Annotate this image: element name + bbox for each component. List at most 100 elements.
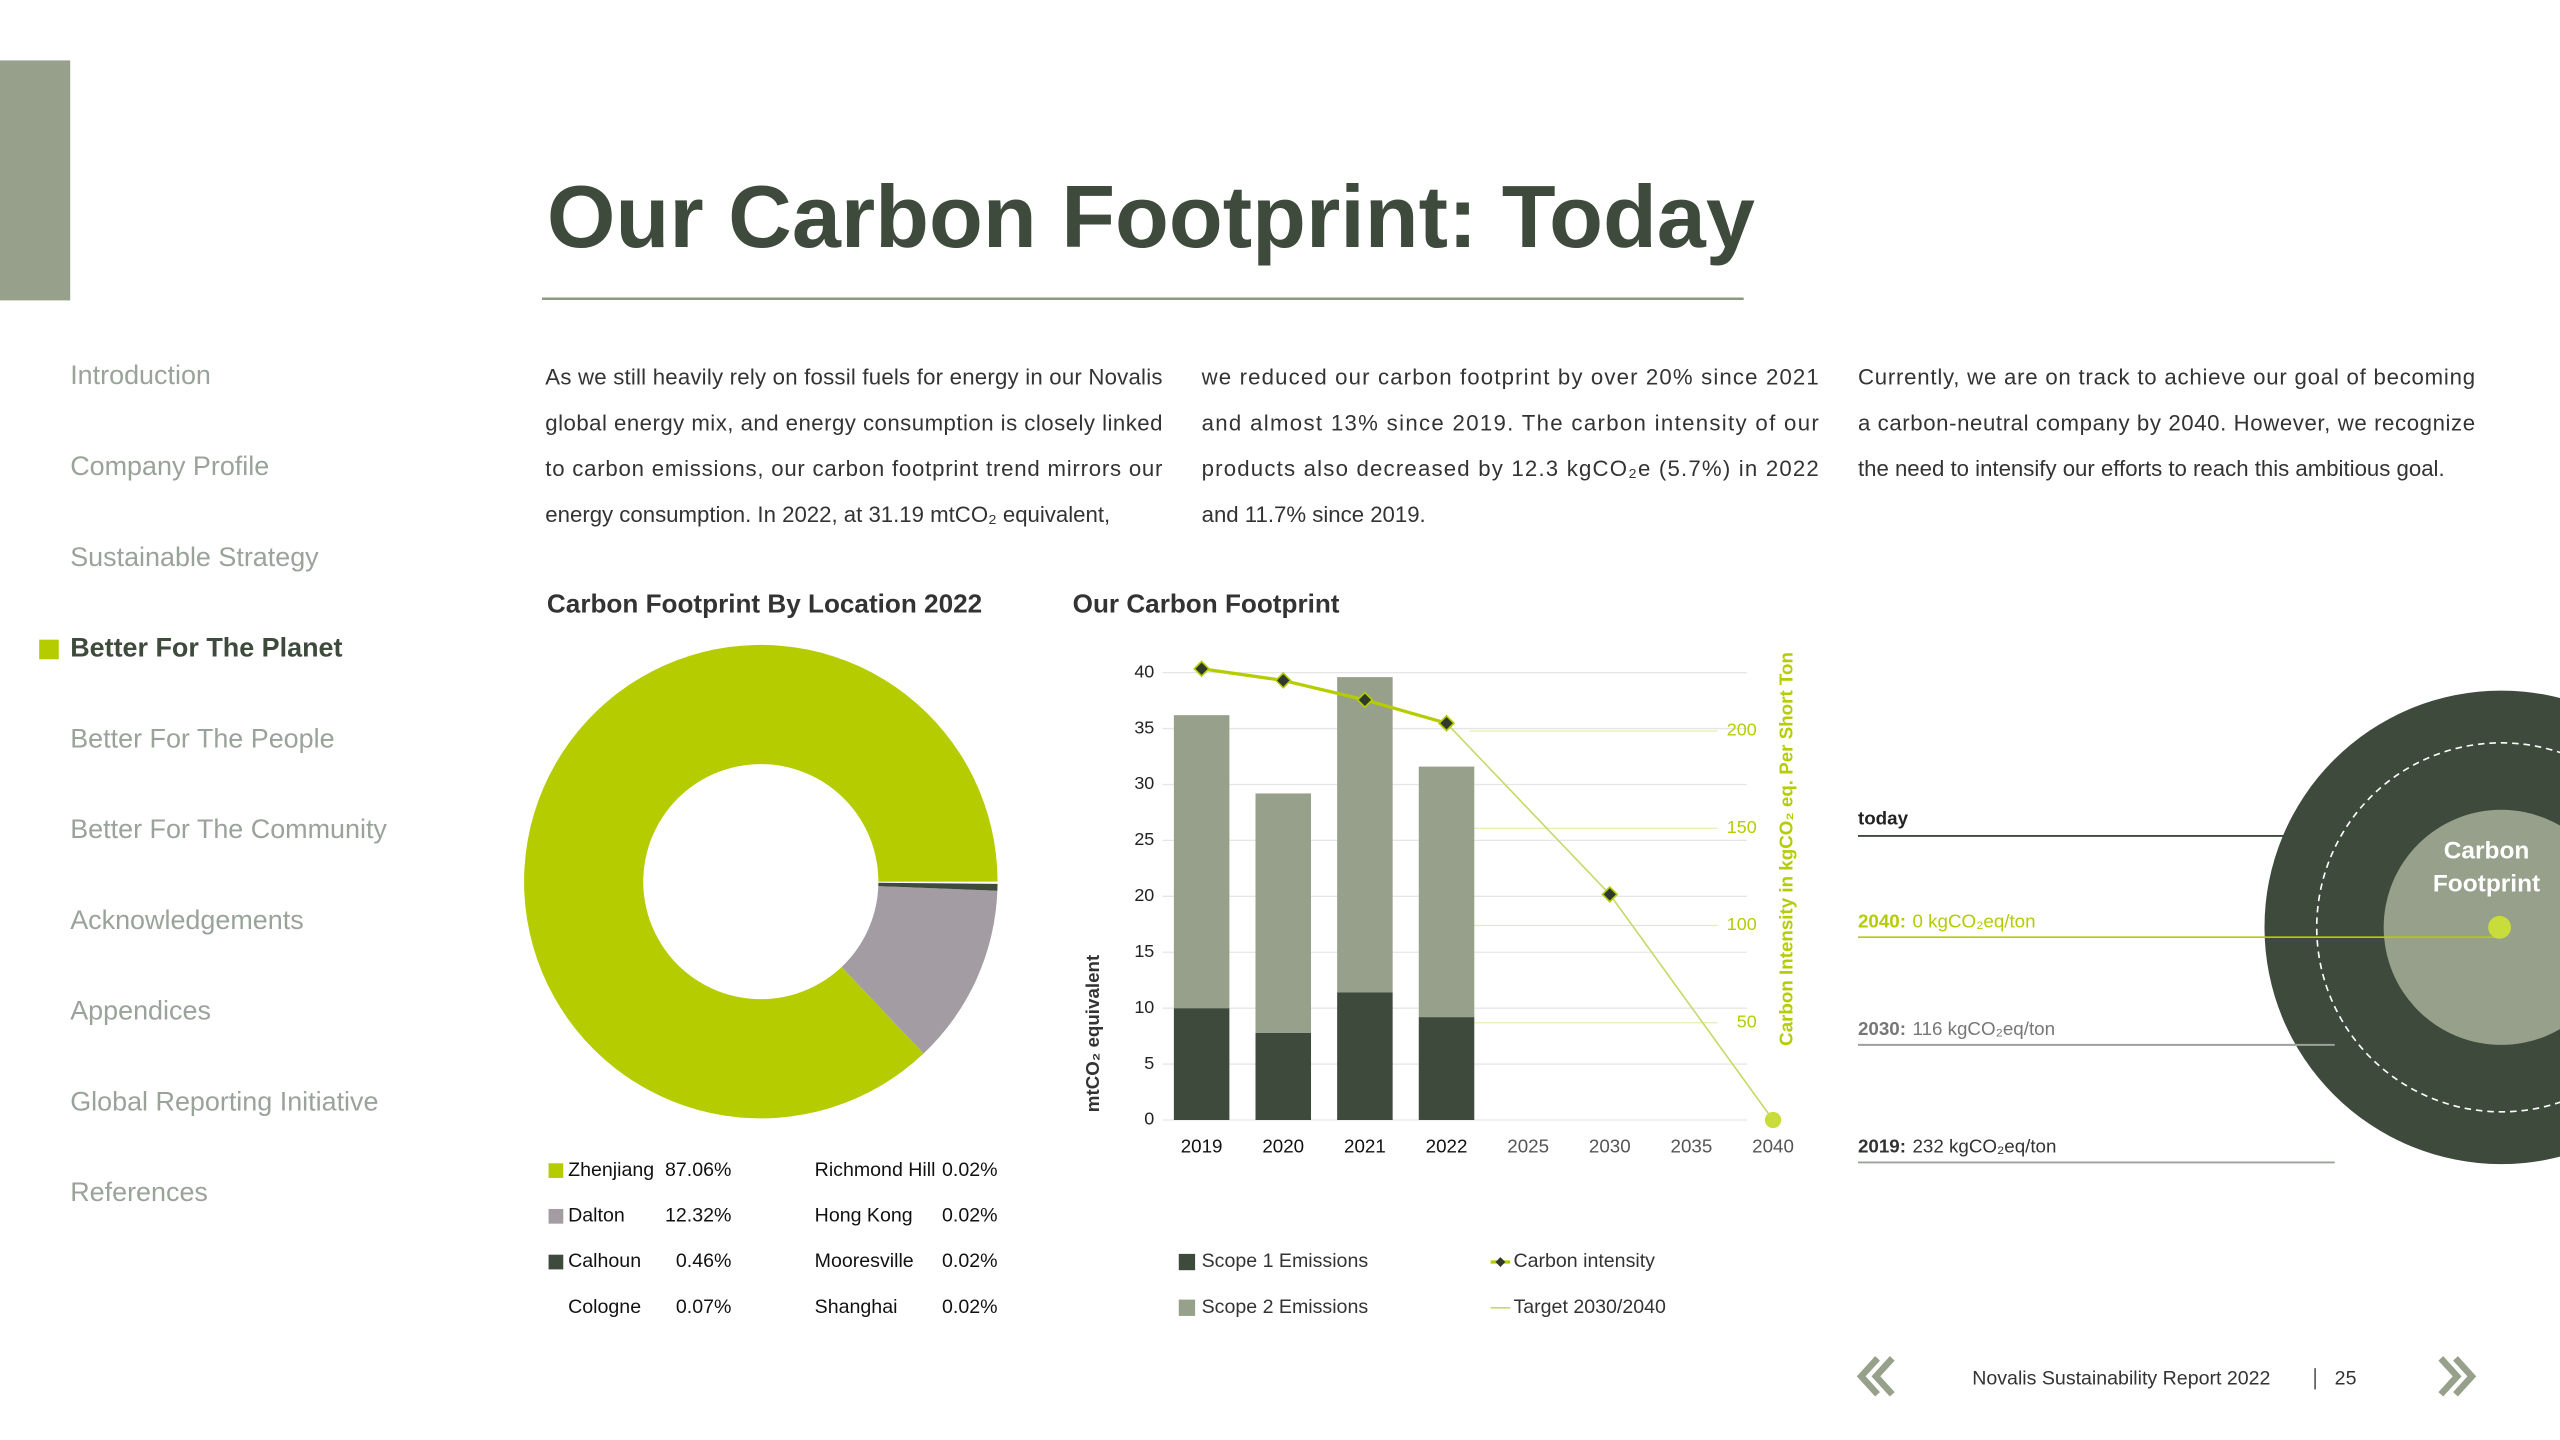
- inner-circle: [2383, 809, 2560, 1045]
- x-tick-label: 2022: [1426, 1136, 1468, 1157]
- legend-label: Mooresville: [815, 1250, 914, 1272]
- legend-label: Target 2030/2040: [1513, 1296, 1666, 1318]
- body-text: we reduced our carbon footprint by over …: [1201, 365, 1819, 390]
- target-label: 2040: 0 kgCO₂eq/ton: [1858, 910, 2036, 931]
- prev-arrow[interactable]: [1856, 1356, 1895, 1397]
- target-year: today: [1858, 808, 1909, 829]
- body-text: products also decreased by 12.3 kgCO₂e (…: [1202, 456, 1819, 481]
- y-axis-label: mtCO₂ equivalent: [1082, 954, 1103, 1112]
- y-tick-label: 25: [1134, 829, 1154, 849]
- nav-item[interactable]: Better For The People: [70, 723, 334, 753]
- x-tick-label: 2040: [1752, 1136, 1794, 1157]
- footer-report: Novalis Sustainability Report 2022: [1972, 1368, 2270, 1390]
- nav-item[interactable]: Introduction: [70, 360, 211, 390]
- nav-item[interactable]: Sustainable Strategy: [70, 542, 319, 572]
- target-dot: [2488, 915, 2512, 939]
- body-text: to carbon emissions, our carbon footprin…: [545, 456, 1163, 481]
- legend-label: Richmond Hill: [815, 1159, 936, 1181]
- intensity-line: [1201, 667, 1447, 725]
- nav-item[interactable]: Appendices: [70, 996, 211, 1026]
- legend-label: Scope 1 Emissions: [1202, 1250, 1369, 1272]
- nav-active-marker: [39, 639, 59, 660]
- point-marker: [1601, 885, 1619, 903]
- bar-segment: [1337, 992, 1393, 1120]
- y-tick-label: 10: [1134, 997, 1154, 1017]
- legend-label: Cologne: [568, 1296, 641, 1318]
- bar-segment: [1337, 677, 1393, 993]
- legend-label: Hong Kong: [815, 1204, 913, 1226]
- bar-segment: [1255, 1032, 1312, 1120]
- legend-swatch: [548, 1254, 564, 1270]
- x-tick-label: 2035: [1671, 1136, 1713, 1157]
- target-year: 2019:: [1858, 1136, 1906, 1157]
- legend-swatch: [548, 1163, 564, 1178]
- legend-swatch: [548, 1208, 564, 1224]
- next-arrow[interactable]: [2438, 1356, 2477, 1397]
- legend-value: 12.32%: [665, 1204, 731, 1226]
- target-label: 2030: 116 kgCO₂eq/ton: [1858, 1018, 2055, 1039]
- y-tick-label: 5: [1144, 1053, 1154, 1073]
- footer-page: 25: [2335, 1368, 2357, 1390]
- y-tick-label: 30: [1134, 773, 1154, 793]
- donut-slice: [841, 886, 998, 1054]
- next-arrow-icon[interactable]: [2438, 1356, 2477, 1397]
- nav-item[interactable]: Better For The Planet: [70, 633, 342, 663]
- target-year: 2040:: [1858, 910, 1906, 931]
- target-label: 2019: 232 kgCO₂eq/ton: [1858, 1136, 2056, 1157]
- x-tick-label: 2019: [1181, 1136, 1223, 1157]
- legend-label: Calhoun: [568, 1250, 641, 1272]
- body-text: the need to intensify our efforts to rea…: [1858, 456, 2445, 481]
- legend-value: 0.02%: [942, 1204, 998, 1226]
- x-tick-label: 2021: [1344, 1136, 1386, 1157]
- dashed-ring: [2315, 742, 2560, 1113]
- y-tick-label: 15: [1134, 941, 1154, 961]
- chart-title: Carbon Footprint By Location 2022: [547, 589, 982, 619]
- body-text: a carbon-neutral company by 2040. Howeve…: [1858, 410, 2475, 435]
- prev-arrow-icon[interactable]: [1856, 1356, 1895, 1397]
- legend-swatch: [1178, 1299, 1196, 1316]
- legend-value: 0.02%: [942, 1296, 998, 1318]
- x-tick-label: 2020: [1262, 1136, 1304, 1157]
- y-tick-label: 40: [1134, 661, 1154, 681]
- nav-item[interactable]: References: [70, 1177, 208, 1207]
- point-marker: [1193, 660, 1211, 678]
- y-tick-label: 35: [1134, 717, 1154, 737]
- nav-item[interactable]: Global Reporting Initiative: [70, 1086, 378, 1116]
- legend-swatch: [1178, 1253, 1196, 1271]
- point-marker: [1438, 714, 1456, 732]
- y2-tick-label: 50: [1737, 1011, 1757, 1031]
- target-year: 2030:: [1858, 1018, 1906, 1039]
- target-text: 232 kgCO₂eq/ton: [1912, 1136, 2056, 1157]
- target-text: 0 kgCO₂eq/ton: [1912, 910, 2035, 931]
- target-point: [1764, 1111, 1782, 1129]
- legend-marker: [1495, 1257, 1506, 1267]
- bar-segment: [1255, 793, 1312, 1033]
- y2-tick-label: 100: [1727, 914, 1757, 934]
- legend-label: Scope 2 Emissions: [1202, 1296, 1369, 1318]
- page-title: Our Carbon Footprint: Today: [547, 167, 1755, 266]
- body-text: global energy mix, and energy consumptio…: [545, 410, 1162, 435]
- body-text: and 11.7% since 2019.: [1202, 502, 1426, 527]
- legend-label: Zhenjiang: [568, 1159, 654, 1181]
- legend-value: 0.02%: [942, 1159, 998, 1181]
- bar-segment: [1418, 766, 1475, 1018]
- body-text: energy consumption. In 2022, at 31.19 mt…: [545, 502, 1110, 527]
- body-text: As we still heavily rely on fossil fuels…: [545, 365, 1162, 390]
- point-marker: [1274, 671, 1292, 689]
- target-text: 116 kgCO₂eq/ton: [1912, 1018, 2055, 1039]
- nav-item[interactable]: Company Profile: [70, 451, 269, 481]
- donut-slice: [878, 882, 998, 891]
- legend-label: Shanghai: [815, 1296, 898, 1318]
- y2-tick-label: 200: [1727, 720, 1757, 740]
- nav-item[interactable]: Better For The Community: [70, 814, 387, 844]
- legend-value: 0.02%: [942, 1250, 998, 1272]
- nav-item[interactable]: Acknowledgements: [70, 905, 303, 935]
- bar-segment: [1173, 715, 1230, 1009]
- y2-tick-label: 150: [1727, 817, 1757, 837]
- legend-label: Dalton: [568, 1204, 625, 1226]
- point-marker: [1356, 691, 1374, 709]
- y-tick-label: 0: [1144, 1109, 1154, 1129]
- circle-label: Carbon: [2444, 838, 2530, 865]
- chart-title: Our Carbon Footprint: [1073, 589, 1340, 619]
- target-line: [1445, 722, 1774, 1121]
